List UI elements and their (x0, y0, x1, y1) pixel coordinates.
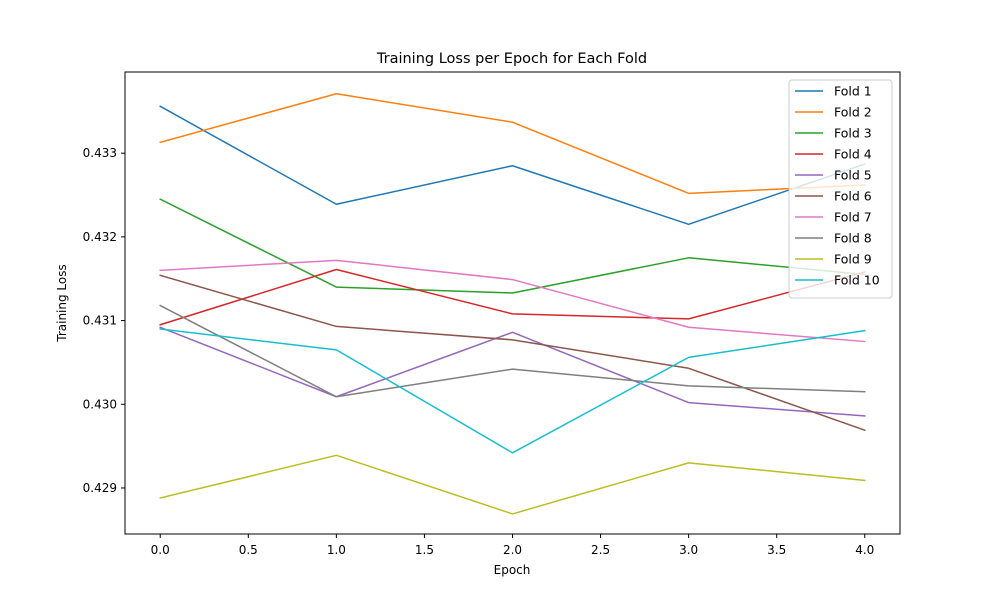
series-line-fold-3 (159, 198, 866, 294)
series-line-fold-2 (159, 93, 866, 195)
x-tick-label: 3.5 (767, 543, 786, 557)
y-axis-title: Training Loss (55, 264, 69, 342)
series-line-fold-10 (159, 328, 866, 454)
series-line-fold-1 (159, 105, 866, 226)
series-lines (159, 93, 866, 515)
series-line-fold-7 (159, 259, 866, 343)
legend-label-fold-2: Fold 2 (834, 105, 872, 120)
legend-label-fold-5: Fold 5 (834, 168, 872, 183)
y-tick-label: 0.431 (83, 314, 117, 328)
plot-area-frame (124, 71, 901, 535)
x-tick-label: 2.5 (591, 543, 610, 557)
y-tick-label: 0.429 (83, 481, 117, 495)
y-tick-label: 0.430 (83, 397, 117, 411)
x-tick-label: 0.0 (151, 543, 170, 557)
series-line-fold-9 (159, 454, 866, 515)
x-axis-ticks: 0.0 0.5 1.0 1.5 2.0 2.5 3.0 3.5 4.0 (151, 534, 874, 557)
series-line-fold-8 (159, 304, 866, 398)
legend-label-fold-1: Fold 1 (834, 84, 872, 99)
x-tick-label: 3.0 (679, 543, 698, 557)
x-axis-title: Epoch (494, 563, 531, 577)
x-tick-label: 4.0 (855, 543, 874, 557)
legend-label-fold-7: Fold 7 (834, 210, 872, 225)
legend-box (788, 79, 893, 299)
series-line-fold-5 (159, 326, 866, 417)
y-tick-label: 0.433 (83, 146, 117, 160)
y-tick-label: 0.432 (83, 230, 117, 244)
legend-label-fold-9: Fold 9 (834, 252, 872, 267)
series-line-fold-6 (159, 274, 866, 432)
chart-title: Training Loss per Epoch for Each Fold (376, 51, 647, 67)
y-axis-ticks: 0.429 0.430 0.431 0.432 0.433 (83, 146, 125, 495)
legend: Fold 1 Fold 2 Fold 3 Fold 4 Fold 5 Fold 6 Fold… (788, 79, 893, 299)
legend-label-fold-10: Fold 10 (834, 273, 880, 288)
legend-label-fold-6: Fold 6 (834, 189, 872, 204)
legend-label-fold-4: Fold 4 (834, 147, 872, 162)
x-tick-label: 0.5 (239, 543, 258, 557)
x-tick-label: 1.5 (415, 543, 434, 557)
legend-label-fold-8: Fold 8 (834, 231, 872, 246)
legend-label-fold-3: Fold 3 (834, 126, 872, 141)
x-tick-label: 2.0 (503, 543, 522, 557)
x-tick-label: 1.0 (327, 543, 346, 557)
series-line-fold-4 (159, 268, 866, 326)
